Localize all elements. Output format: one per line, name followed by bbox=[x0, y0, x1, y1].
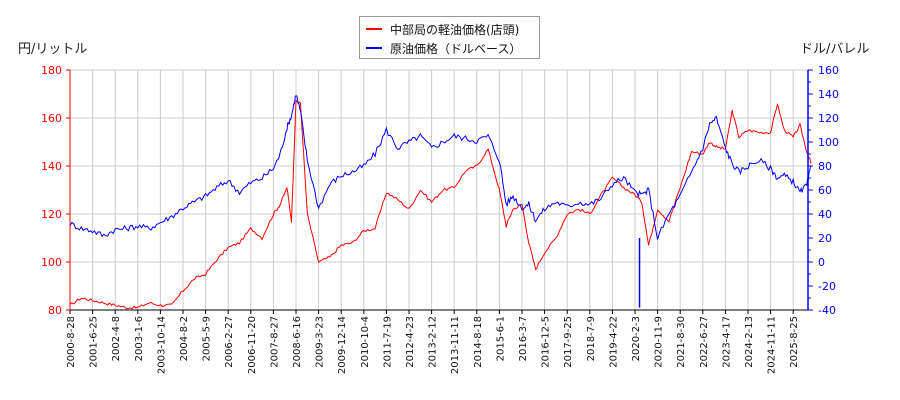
x-tick-label: 2020-11-9 bbox=[654, 316, 665, 368]
x-tick-label: 2020-2-3 bbox=[631, 316, 642, 361]
x-tick-label: 2012-4-23 bbox=[405, 316, 416, 368]
legend-item-diesel: 中部局の軽油価格(店頭) bbox=[366, 20, 519, 38]
x-tick-label: 2016-12-5 bbox=[541, 316, 552, 368]
left-tick-label: 120 bbox=[41, 208, 62, 221]
left-tick-label: 180 bbox=[41, 64, 62, 77]
x-tick-label: 2006-2-27 bbox=[224, 316, 235, 368]
x-tick-label: 2022-6-27 bbox=[699, 316, 710, 368]
x-tick-label: 2002-4-8 bbox=[111, 316, 122, 361]
legend: 中部局の軽油価格(店頭) 原油価格（ドルベース） bbox=[359, 16, 540, 59]
right-tick-label: -40 bbox=[818, 304, 836, 317]
right-axis-title: ドル/バレル bbox=[800, 42, 870, 57]
right-tick-label: 60 bbox=[818, 184, 832, 197]
x-tick-label: 2009-12-14 bbox=[337, 316, 348, 374]
left-axis-title: 円/リットル bbox=[18, 42, 88, 57]
x-tick-label: 2013-2-12 bbox=[428, 316, 439, 368]
legend-label-diesel: 中部局の軽油価格(店頭) bbox=[390, 22, 520, 37]
x-tick-label: 2023-4-17 bbox=[721, 316, 732, 368]
right-tick-label: 40 bbox=[818, 208, 832, 221]
x-tick-label: 2005-5-9 bbox=[202, 316, 213, 361]
x-tick-label: 2009-3-23 bbox=[315, 316, 326, 368]
legend-item-crude: 原油価格（ドルベース） bbox=[366, 39, 521, 57]
left-tick-label: 80 bbox=[48, 304, 62, 317]
legend-swatch-blue bbox=[366, 47, 382, 49]
right-tick-label: 20 bbox=[818, 232, 832, 245]
x-tick-label: 2021-8-30 bbox=[676, 316, 687, 368]
x-tick-label: 2003-10-14 bbox=[156, 316, 167, 374]
x-tick-label: 2001-6-25 bbox=[89, 316, 100, 368]
right-tick-label: 140 bbox=[818, 88, 839, 101]
x-tick-label: 2024-2-13 bbox=[744, 316, 755, 368]
x-tick-label: 2000-8-28 bbox=[66, 316, 77, 368]
right-tick-label: 80 bbox=[818, 160, 832, 173]
legend-label-crude: 原油価格（ドルベース） bbox=[390, 41, 522, 56]
x-tick-label: 2016-3-7 bbox=[518, 316, 529, 361]
x-tick-label: 2007-8-27 bbox=[269, 316, 280, 368]
x-tick-label: 2013-11-11 bbox=[450, 316, 461, 374]
right-tick-label: 120 bbox=[818, 112, 839, 125]
crude-oil-line bbox=[69, 95, 812, 240]
x-tick-label: 2025-8-25 bbox=[789, 316, 800, 368]
x-tick-label: 2019-4-22 bbox=[608, 316, 619, 368]
x-tick-label: 2014-8-18 bbox=[473, 316, 484, 368]
grid-lines bbox=[70, 69, 808, 310]
x-tick-label: 2003-1-6 bbox=[134, 316, 145, 361]
right-tick-label: 100 bbox=[818, 136, 839, 149]
x-tick-label: 2006-11-20 bbox=[247, 316, 258, 374]
right-tick-label: 0 bbox=[818, 256, 825, 269]
right-tick-label: 160 bbox=[818, 64, 839, 77]
right-tick-label: -20 bbox=[818, 280, 836, 293]
x-tick-label: 2017-9-25 bbox=[563, 316, 574, 368]
x-tick-label: 2011-7-19 bbox=[382, 316, 393, 368]
x-tick-label: 2008-6-16 bbox=[292, 316, 303, 368]
x-tick-label: 2018-7-9 bbox=[586, 316, 597, 361]
series-lines bbox=[69, 95, 812, 310]
x-tick-label: 2010-10-4 bbox=[360, 316, 371, 368]
left-tick-label: 100 bbox=[41, 256, 62, 269]
left-tick-label: 140 bbox=[41, 160, 62, 173]
legend-swatch-red bbox=[366, 28, 382, 30]
axes: 2000-8-28 2001-6-25 2002-4-8 2003-1-6 2003-1… bbox=[41, 64, 839, 374]
diesel-price-line bbox=[69, 99, 812, 310]
left-tick-label: 160 bbox=[41, 112, 62, 125]
x-tick-label: 2024-11-11 bbox=[767, 316, 778, 374]
x-tick-label: 2004-8-2 bbox=[179, 316, 190, 361]
x-tick-label: 2015-6-1 bbox=[495, 316, 506, 361]
